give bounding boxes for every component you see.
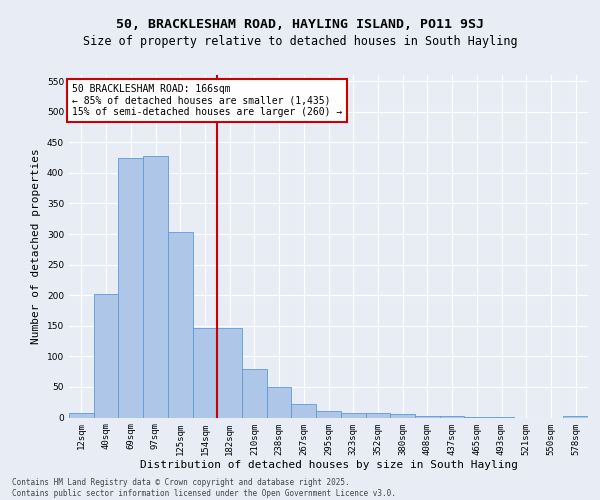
Bar (489, 417, 514, 418)
Bar (267, 387, 292, 418)
Text: Size of property relative to detached houses in South Hayling: Size of property relative to detached ho… (83, 35, 517, 48)
Bar (415, 416, 440, 418)
Bar (94, 294, 118, 418)
Bar (217, 328, 242, 418)
X-axis label: Distribution of detached houses by size in South Hayling: Distribution of detached houses by size … (139, 460, 517, 470)
Bar (464, 417, 489, 418)
Bar (563, 416, 588, 418)
Y-axis label: Number of detached properties: Number of detached properties (31, 148, 41, 344)
Text: Contains HM Land Registry data © Crown copyright and database right 2025.
Contai: Contains HM Land Registry data © Crown c… (12, 478, 396, 498)
Bar (69, 413, 94, 418)
Bar (390, 414, 415, 418)
Bar (143, 156, 168, 418)
Bar (365, 413, 390, 418)
Bar (292, 404, 316, 417)
Bar (168, 232, 193, 418)
Text: 50 BRACKLESHAM ROAD: 166sqm
← 85% of detached houses are smaller (1,435)
15% of : 50 BRACKLESHAM ROAD: 166sqm ← 85% of det… (71, 84, 342, 117)
Text: 50, BRACKLESHAM ROAD, HAYLING ISLAND, PO11 9SJ: 50, BRACKLESHAM ROAD, HAYLING ISLAND, PO… (116, 18, 484, 30)
Bar (341, 412, 365, 418)
Bar (316, 411, 341, 418)
Bar (242, 368, 267, 418)
Bar (440, 416, 464, 418)
Bar (193, 328, 217, 418)
Bar (118, 158, 143, 418)
